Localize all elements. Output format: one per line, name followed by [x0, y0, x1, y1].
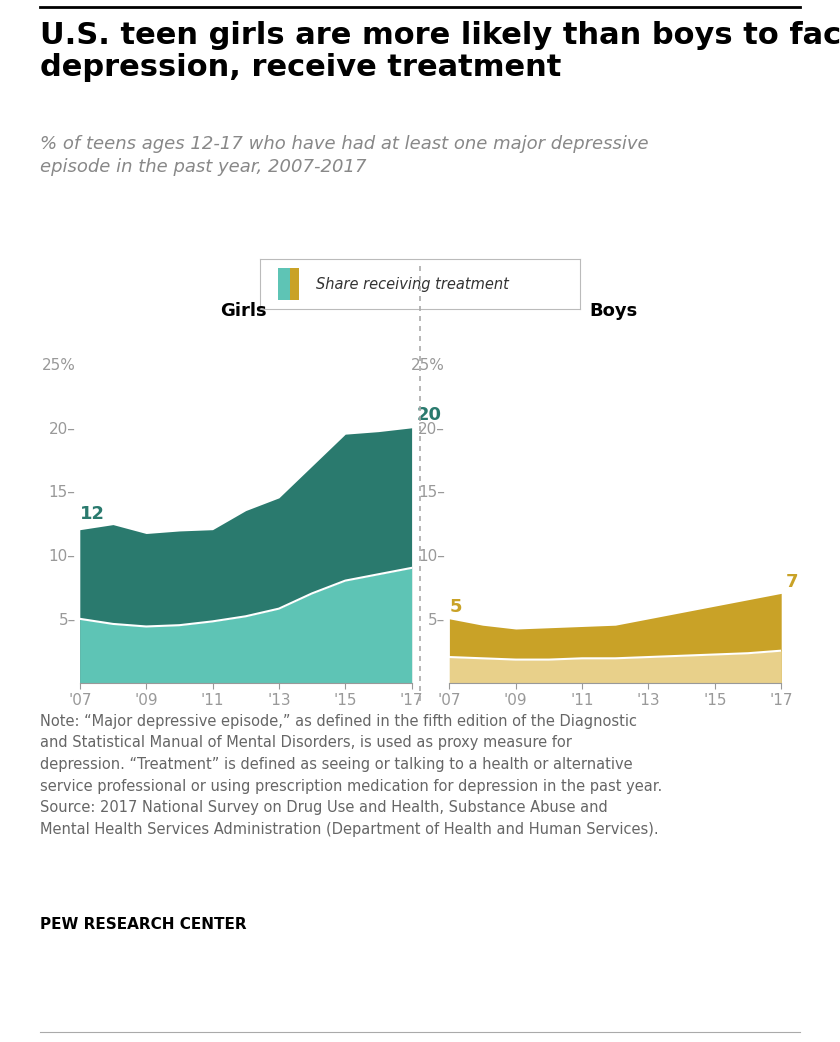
Text: 7: 7 [786, 573, 799, 591]
Text: Boys: Boys [589, 302, 638, 320]
Text: 12: 12 [80, 505, 105, 523]
Text: 20: 20 [417, 406, 442, 424]
Text: Share receiving treatment: Share receiving treatment [316, 277, 509, 292]
Text: Girls: Girls [220, 302, 267, 320]
Bar [291, 269, 299, 300]
Text: % of teens ages 12-17 who have had at least one major depressive
episode in the : % of teens ages 12-17 who have had at le… [40, 135, 649, 176]
Bar [278, 269, 291, 300]
Text: 5: 5 [449, 598, 462, 616]
Text: Note: “Major depressive episode,” as defined in the fifth edition of the Diagnos: Note: “Major depressive episode,” as def… [40, 714, 663, 837]
Text: U.S. teen girls are more likely than boys to face
depression, receive treatment: U.S. teen girls are more likely than boy… [40, 21, 840, 82]
Text: PEW RESEARCH CENTER: PEW RESEARCH CENTER [40, 917, 247, 932]
